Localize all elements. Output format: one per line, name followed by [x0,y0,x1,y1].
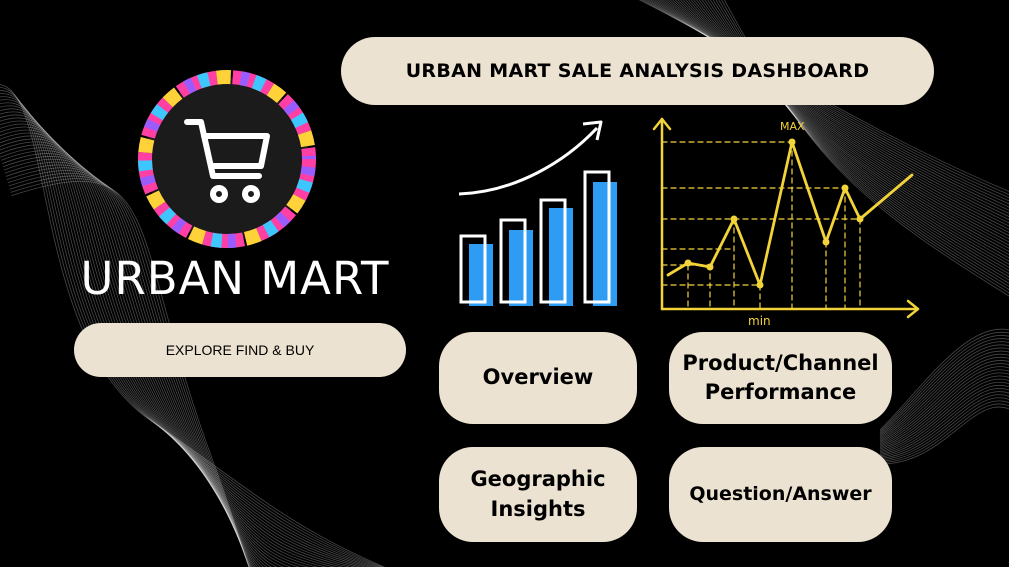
chart-min-label: min [748,314,771,328]
question-answer-button-label: Question/Answer [689,483,872,506]
geographic-label-line1: Geographic [470,467,606,492]
brand-name: URBAN MART [80,252,390,305]
logo-ring [138,70,316,248]
tagline-badge: EXPLORE FIND & BUY [74,323,406,377]
geographic-button-label: Geographic Insights [470,465,605,524]
shopping-cart-icon [184,119,270,203]
overview-button-label: Overview [482,365,594,390]
chart-max-label: MAX [780,120,805,133]
overview-button[interactable]: Overview [439,332,637,424]
product-channel-label-line1: Product/Channel [682,350,879,375]
product-channel-performance-button[interactable]: Product/Channel Performance [669,332,892,424]
question-answer-button[interactable]: Question/Answer [669,447,892,542]
geographic-insights-button[interactable]: Geographic Insights [439,447,637,542]
brand-logo [138,70,316,248]
growth-bar-chart-icon [458,120,617,306]
product-channel-label-line2: Performance [704,380,857,404]
geographic-label-line2: Insights [490,496,586,521]
line-chart-illustration: MAX min [652,117,920,328]
page-title: URBAN MART SALE ANALYSIS DASHBOARD [341,37,934,105]
product-channel-button-label: Product/Channel Performance [682,349,878,408]
